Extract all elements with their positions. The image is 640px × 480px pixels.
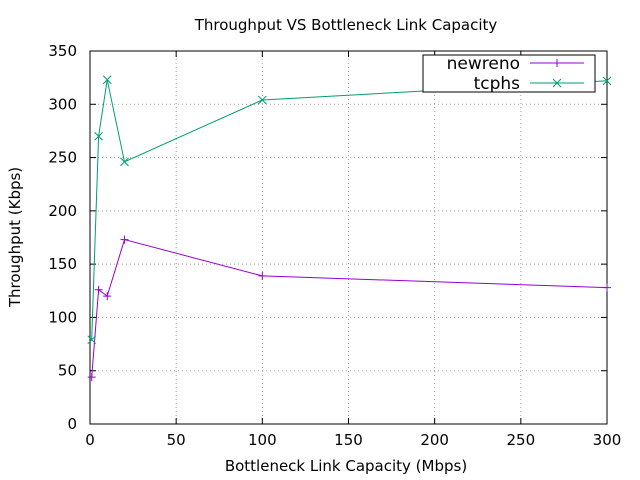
data-point-newreno <box>103 292 112 301</box>
grid-lines <box>90 51 607 424</box>
data-point-tcphs <box>87 335 97 345</box>
x-tick-label: 250 <box>507 431 536 449</box>
x-tick-label: 50 <box>167 431 186 449</box>
y-tick-label: 100 <box>48 308 77 326</box>
x-tick-label: 150 <box>334 431 363 449</box>
x-tick-label: 100 <box>248 431 277 449</box>
data-point-newreno <box>120 235 129 244</box>
data-point-tcphs <box>257 95 267 105</box>
data-point-tcphs <box>120 157 129 167</box>
data-point-tcphs <box>94 131 103 141</box>
x-tick-label: 300 <box>593 431 622 449</box>
x-tick-label: 200 <box>420 431 449 449</box>
legend-label-newreno: newreno <box>447 54 520 74</box>
plot-frame <box>89 50 608 425</box>
y-tick-label: 200 <box>48 202 77 220</box>
legend-label-tcphs: tcphs <box>474 74 521 94</box>
series-layer <box>87 75 612 382</box>
x-axis-label: Bottleneck Link Capacity (Mbps) <box>225 457 467 475</box>
x-tick-label: 0 <box>85 431 95 449</box>
y-tick-label: 350 <box>48 42 77 60</box>
series-tcphs <box>87 75 612 345</box>
series-line-newreno <box>91 238 608 378</box>
y-axis-label: Throughput (Kbps) <box>6 167 24 308</box>
series-line-tcphs <box>91 79 608 340</box>
series-newreno <box>87 235 611 382</box>
axis-ticks: 0 50 100 150 200 250 300 0 50 100 150 200 250 300 350 <box>48 42 621 449</box>
data-point-newreno <box>603 283 611 292</box>
data-point-newreno <box>258 271 267 280</box>
data-point-tcphs <box>602 76 612 86</box>
legend-box <box>422 54 596 93</box>
data-point-tcphs <box>102 75 112 85</box>
y-tick-label: 250 <box>48 149 77 167</box>
data-point-newreno <box>94 285 103 294</box>
data-point-newreno <box>87 373 96 382</box>
chart-title: Throughput VS Bottleneck Link Capacity <box>194 16 498 34</box>
y-tick-label: 300 <box>48 95 77 113</box>
y-tick-label: 50 <box>58 362 77 380</box>
legend-marker-newreno <box>553 59 561 67</box>
legend-marker-tcphs <box>552 78 562 88</box>
y-tick-label: 0 <box>67 415 77 433</box>
y-tick-label: 150 <box>48 255 77 273</box>
